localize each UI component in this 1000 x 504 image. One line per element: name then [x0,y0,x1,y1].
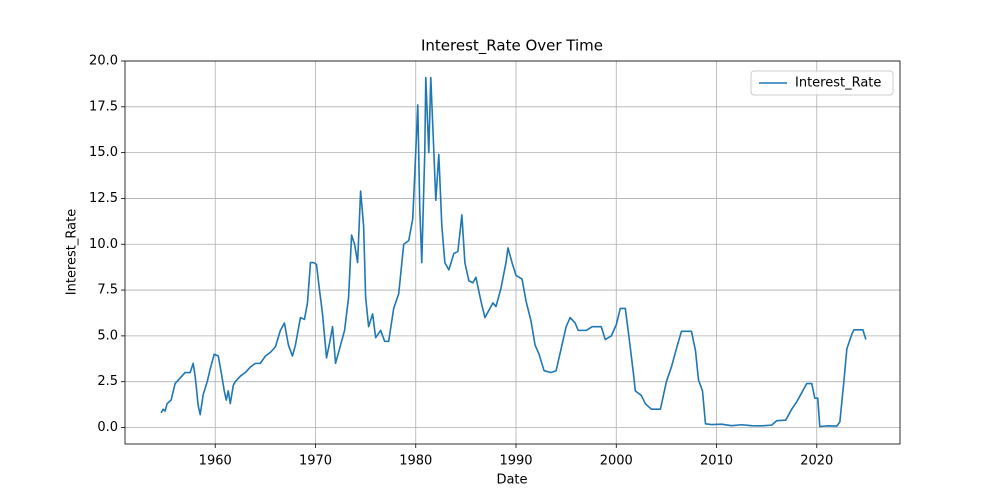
y-tick-label: 0.0 [97,420,118,435]
x-tick-label: 1970 [299,454,332,469]
x-axis-label: Date [496,473,527,488]
x-tick-label: 2020 [800,454,833,469]
y-tick-label: 20.0 [89,54,118,69]
y-tick-label: 5.0 [97,328,118,343]
y-tick-label: 7.5 [97,283,118,298]
y-tick-label: 10.0 [89,237,118,252]
x-tick-label: 1980 [399,454,432,469]
legend-label: Interest_Rate [795,76,881,91]
y-axis-label: Interest_Rate [65,209,80,295]
chart-title: Interest_Rate Over Time [421,37,603,56]
x-tick-label: 1990 [499,454,532,469]
y-tick-label: 17.5 [89,99,118,114]
x-tick-label: 1960 [199,454,232,469]
legend-box [750,70,894,96]
y-tick-label: 15.0 [89,145,118,160]
x-tick-label: 2010 [700,454,733,469]
y-tick-label: 12.5 [89,191,118,206]
x-tick-label: 2000 [600,454,633,469]
data-line [160,76,867,428]
y-tick-label: 2.5 [97,374,118,389]
plot-frame [124,60,901,445]
